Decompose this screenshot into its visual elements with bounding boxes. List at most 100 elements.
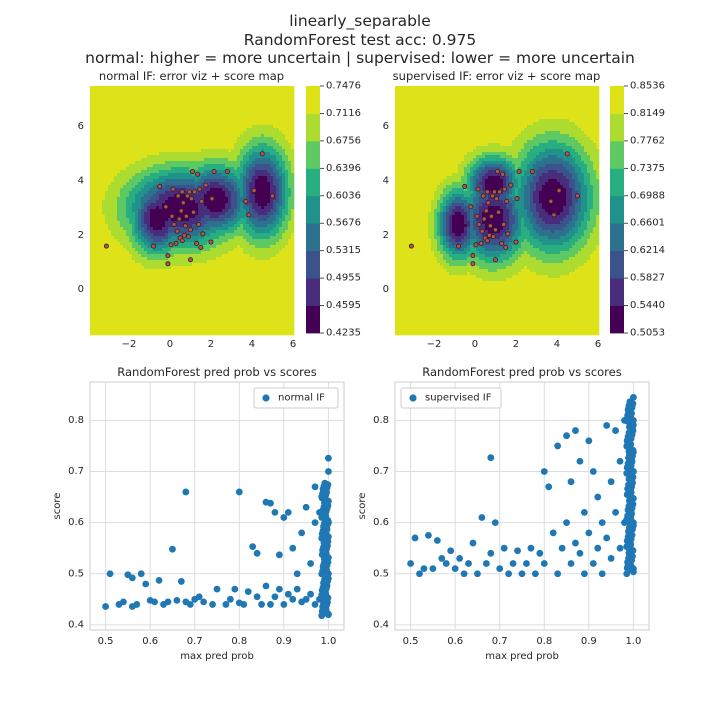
heatmap-cell (162, 185, 166, 189)
heatmap-cell (207, 155, 211, 159)
heatmap-cell (123, 272, 127, 276)
heatmap-cell (204, 113, 208, 117)
heatmap-cell (243, 176, 247, 180)
heatmap-cell (279, 116, 283, 120)
heatmap-cell (147, 278, 151, 282)
heatmap-cell (243, 197, 247, 201)
heatmap-cell (288, 275, 292, 279)
heatmap-cell (216, 266, 220, 270)
heatmap-cell (204, 263, 208, 267)
heatmap-cell (246, 266, 250, 270)
heatmap-cell (246, 140, 250, 144)
heatmap-cell (273, 299, 277, 303)
heatmap-cell (171, 158, 175, 162)
heatmap-cell (96, 143, 100, 147)
heatmap-cell (258, 257, 262, 261)
heatmap-cell (210, 182, 214, 186)
heatmap-cell (105, 146, 109, 150)
heatmap-cell (99, 251, 103, 255)
heatmap-cell (267, 122, 271, 126)
heatmap-cell (114, 185, 118, 189)
heatmap-cell (276, 116, 280, 120)
heatmap-cell (114, 116, 118, 120)
heatmap-cell (150, 182, 154, 186)
heatmap-cell (165, 296, 169, 300)
heatmap-cell (180, 95, 184, 99)
heatmap-cell (117, 98, 121, 102)
heatmap-cell (168, 116, 172, 120)
heatmap-cell (216, 185, 220, 189)
heatmap-cell (171, 119, 175, 123)
heatmap-cell (129, 245, 133, 249)
heatmap-cell (192, 95, 196, 99)
heatmap-cell (225, 284, 229, 288)
heatmap-cell (216, 113, 220, 117)
heatmap-cell (141, 209, 145, 213)
heatmap-cell (141, 221, 145, 225)
heatmap-cell (249, 218, 253, 222)
heatmap-cell (165, 164, 169, 168)
heatmap-cell (117, 209, 121, 213)
heatmap-cell (186, 206, 190, 210)
heatmap-cell (207, 110, 211, 114)
heatmap-cell (273, 221, 277, 225)
heatmap-cell (144, 275, 148, 279)
heatmap-cell (180, 224, 184, 228)
heatmap-cell (252, 170, 256, 174)
heatmap-cell (249, 161, 253, 165)
heatmap-cell (228, 284, 232, 288)
heatmap-cell (282, 92, 286, 96)
heatmap-cell (153, 212, 157, 216)
heatmap-cell (210, 161, 214, 165)
heatmap-cell (114, 227, 118, 231)
heatmap-cell (252, 293, 256, 297)
heatmap-cell (159, 98, 163, 102)
heatmap-cell (198, 293, 202, 297)
heatmap-cell (93, 119, 97, 123)
heatmap-cell (204, 245, 208, 249)
heatmap-cell (99, 113, 103, 117)
heatmap-cell (267, 119, 271, 123)
heatmap-cell (159, 182, 163, 186)
heatmap-cell (168, 95, 172, 99)
heatmap-cell (117, 161, 121, 165)
heatmap-cell (288, 161, 292, 165)
heatmap-cell (99, 110, 103, 114)
heatmap-cell (234, 251, 238, 255)
heatmap-cell (96, 149, 100, 153)
heatmap-cell (126, 242, 130, 246)
heatmap-cell (192, 284, 196, 288)
heatmap-cell (99, 203, 103, 207)
heatmap-cell (276, 224, 280, 228)
heatmap-cell (255, 194, 259, 198)
heatmap-cell (117, 254, 121, 258)
heatmap-cell (162, 281, 166, 285)
heatmap-cell (249, 221, 253, 225)
heatmap-cell (126, 215, 130, 219)
heatmap-cell (159, 221, 163, 225)
heatmap-cell (207, 167, 211, 171)
heatmap-cell (141, 167, 145, 171)
heatmap-cell (141, 197, 145, 201)
heatmap-cell (135, 218, 139, 222)
heatmap-cell (231, 284, 235, 288)
heatmap-cell (264, 200, 268, 204)
heatmap-cell (156, 188, 160, 192)
heatmap-cell (285, 179, 289, 183)
heatmap-cell (276, 128, 280, 132)
heatmap-cell (174, 299, 178, 303)
heatmap-cell (168, 164, 172, 168)
heatmap-cell (99, 164, 103, 168)
heatmap-cell (240, 251, 244, 255)
heatmap-cell (96, 185, 100, 189)
heatmap-cell (264, 152, 268, 156)
heatmap-cell (120, 191, 124, 195)
heatmap-cell (264, 173, 268, 177)
heatmap-cell (234, 128, 238, 132)
heatmap-cell (237, 167, 241, 171)
heatmap-cell (249, 143, 253, 147)
heatmap-cell (165, 98, 169, 102)
heatmap-cell (102, 260, 106, 264)
heatmap-cell (225, 263, 229, 267)
heatmap-cell (192, 248, 196, 252)
